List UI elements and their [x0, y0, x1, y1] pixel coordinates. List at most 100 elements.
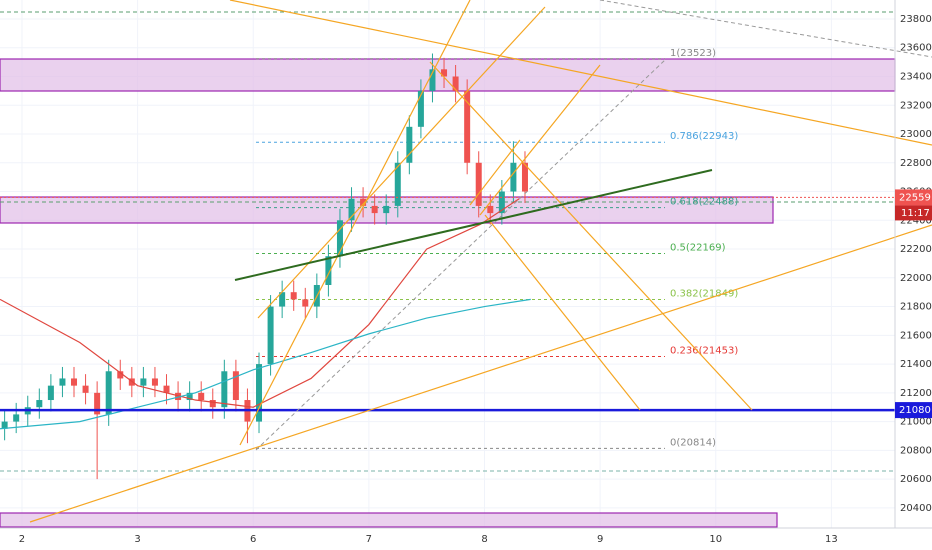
x-tick-label: 6: [250, 534, 256, 545]
fib-label: 0.5(22169): [670, 243, 726, 254]
support-label: 21080: [899, 405, 931, 416]
current-price-label: 22559: [899, 192, 931, 203]
fib-label: 0.618(22488): [670, 197, 738, 208]
trend-line: [429, 61, 753, 411]
y-tick-label: 22000: [900, 273, 932, 284]
candle-body: [394, 162, 401, 206]
candle-body: [151, 378, 158, 386]
fib-label: 1(23523): [670, 48, 716, 59]
y-tick-label: 21200: [900, 388, 932, 399]
x-tick-label: 10: [709, 534, 722, 545]
candle-body: [175, 392, 182, 401]
countdown-label: 11:17: [901, 208, 930, 219]
fib-label: 0.382(21849): [670, 289, 738, 300]
candle-body: [186, 392, 193, 401]
candle-body: [117, 371, 124, 379]
axis-labels: 20400 20600 20800 21000 21200 21400 21600 21800…: [19, 14, 932, 545]
candle-body: [71, 378, 78, 386]
trend-line: [599, 0, 932, 58]
candle-body: [336, 220, 343, 257]
candle-body: [487, 205, 494, 214]
candle-body: [325, 256, 332, 285]
candle-body: [221, 371, 228, 408]
y-tick-label: 23800: [900, 14, 932, 25]
candle-body: [36, 400, 43, 408]
y-tick-label: 22400: [900, 215, 932, 226]
x-tick-label: 3: [134, 534, 140, 545]
candle-body: [198, 392, 205, 401]
candle-body: [475, 162, 482, 206]
candle-body: [302, 299, 309, 307]
y-tick-label: 20400: [900, 503, 932, 514]
y-tick-label: 20600: [900, 474, 932, 485]
fib-label: 0.786(22943): [670, 131, 738, 142]
trend-lines: [29, 0, 932, 523]
x-tick-label: 8: [481, 534, 487, 545]
candle-body: [441, 69, 448, 77]
candle-body: [521, 162, 528, 192]
y-tick-label: 23600: [900, 43, 932, 54]
trend-line: [239, 0, 471, 446]
moving-average: [0, 298, 531, 430]
candle-body: [452, 76, 459, 91]
y-tick-label: 22800: [900, 158, 932, 169]
zone: [0, 58, 896, 92]
candle-body: [429, 69, 436, 91]
y-tick-label: 23400: [900, 71, 932, 82]
candle-body: [163, 385, 170, 393]
plot: [0, 53, 895, 480]
candle-body: [383, 205, 390, 214]
candle-body: [105, 371, 112, 415]
candle-body: [256, 364, 263, 422]
candle-body: [417, 90, 424, 127]
countdown-badge: [895, 205, 932, 221]
candle-body: [140, 378, 147, 386]
trend-line: [234, 169, 713, 281]
candle-body: [232, 371, 239, 401]
y-tick-label: 22200: [900, 244, 932, 255]
candle-body: [290, 292, 297, 300]
zone: [0, 512, 778, 528]
candle-body: [209, 400, 216, 408]
x-tick-label: 7: [366, 534, 372, 545]
trend-line: [484, 214, 641, 411]
candle-body: [279, 292, 286, 307]
x-tick-label: 13: [825, 534, 838, 545]
price-badge: [895, 402, 932, 419]
x-tick-label: 2: [19, 534, 25, 545]
candle-body: [360, 198, 367, 206]
y-tick-label: 20800: [900, 445, 932, 456]
x-tick-label: 9: [597, 534, 603, 545]
candle-body: [94, 392, 101, 415]
candle-body: [348, 198, 355, 221]
y-tick-label: 21400: [900, 359, 932, 370]
trend-line: [479, 64, 601, 216]
candle-body: [1, 421, 8, 429]
trend-line: [469, 139, 521, 206]
candle-body: [371, 205, 378, 214]
y-tick-label: 21600: [900, 330, 932, 341]
candle-body: [82, 385, 89, 393]
candle-body: [13, 414, 20, 422]
candle-body: [510, 162, 517, 192]
y-tick-label: 21000: [900, 417, 932, 428]
trend-line: [29, 224, 932, 523]
candle-body: [47, 385, 54, 401]
candle-body: [59, 378, 66, 386]
candle-body: [267, 306, 274, 365]
y-tick-label: 23000: [900, 129, 932, 140]
trend-line: [257, 6, 546, 319]
y-tick-label: 21800: [900, 302, 932, 313]
moving-average: [0, 198, 520, 408]
candle-body: [406, 126, 413, 163]
price-badge: [895, 189, 932, 206]
candle-body: [464, 90, 471, 163]
fib-retracement: 1(23523) 0.786(22943) 0.618(22488) 0.5(2216…: [256, 48, 738, 449]
trend-line: [255, 59, 666, 451]
fib-label: 0.236(21453): [670, 345, 738, 356]
fib-label: 0(20814): [670, 437, 716, 448]
candle-body: [498, 191, 505, 214]
y-tick-label: 23200: [900, 100, 932, 111]
trend-line: [229, 0, 932, 146]
